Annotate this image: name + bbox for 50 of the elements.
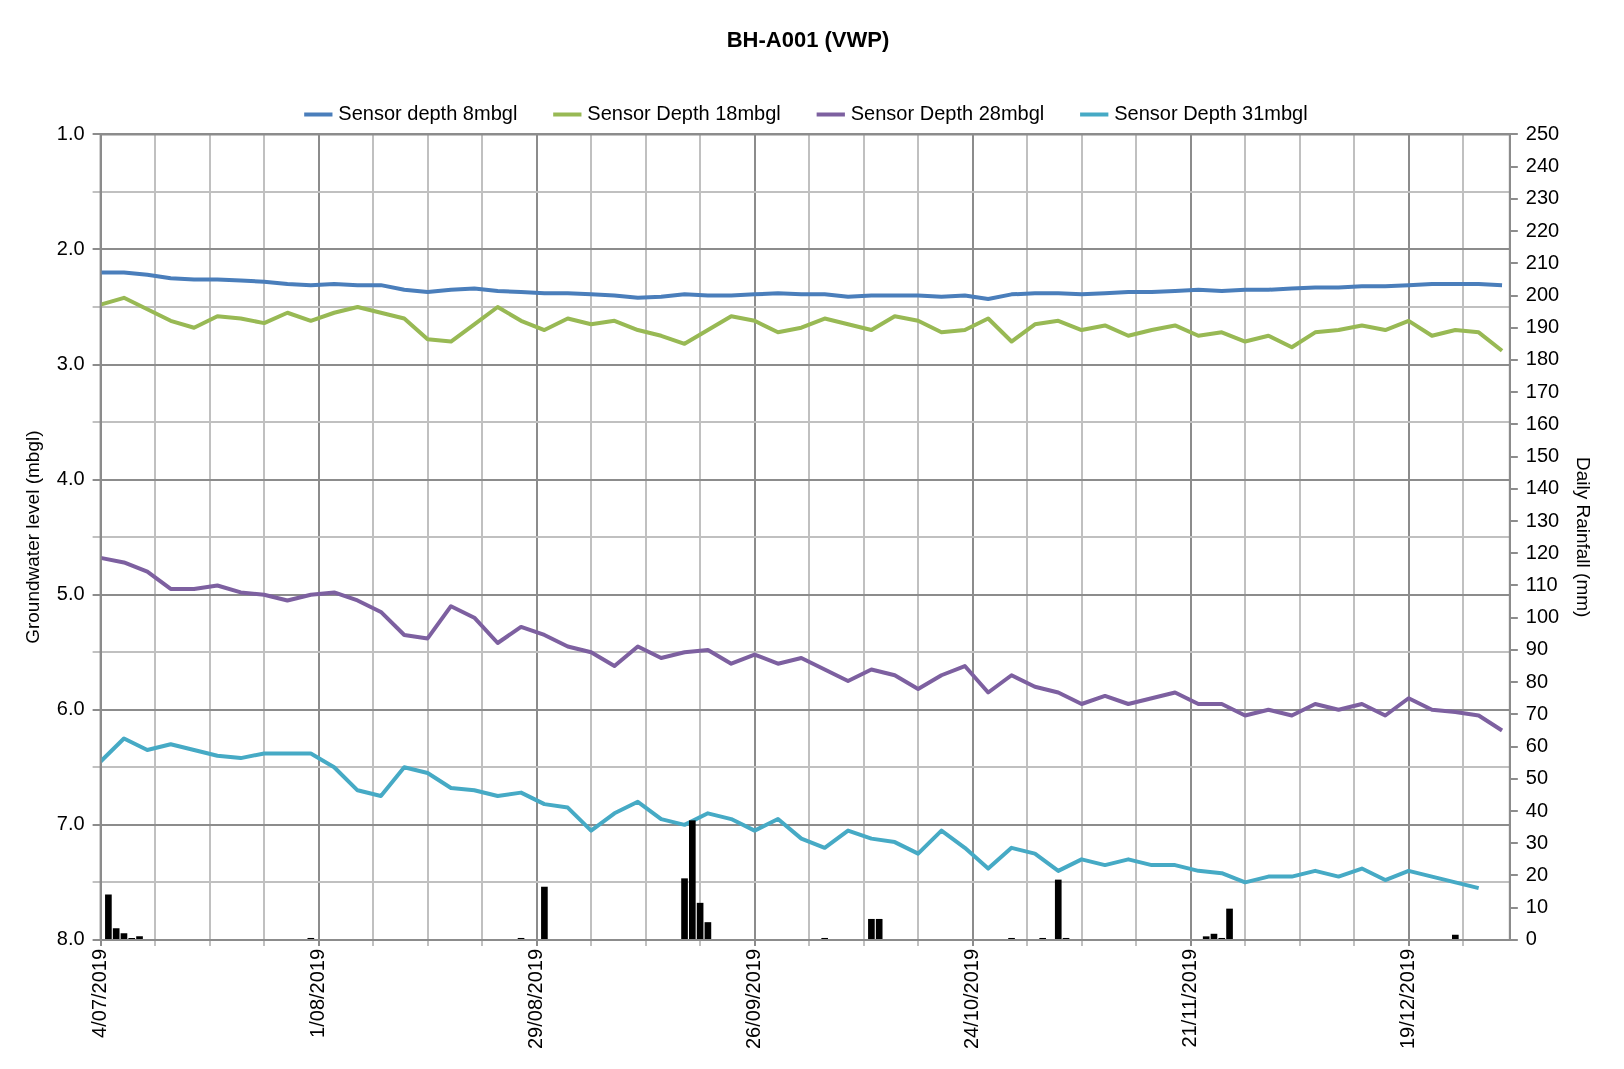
legend-label: Sensor Depth 28mbgl: [850, 101, 1045, 124]
y2-tick-label: 20: [1525, 862, 1549, 885]
x-tick-label: 29/08/2019: [524, 948, 547, 1050]
y-tick-label: 3.0: [56, 352, 85, 375]
y2-tick-label: 240: [1525, 154, 1560, 177]
y2-tick-label: 130: [1525, 508, 1560, 531]
y2-tick-label: 190: [1525, 315, 1560, 338]
legend-label: Sensor Depth 31mbgl: [1114, 101, 1308, 124]
y-tick-label: 2.0: [56, 236, 85, 259]
y-tick-label: 5.0: [56, 582, 85, 605]
y-tick-label: 1.0: [56, 121, 85, 144]
legend-label: Sensor depth 8mbgl: [338, 101, 518, 124]
x-tick-label: 19/12/2019: [1396, 948, 1419, 1050]
y2-tick-label: 160: [1525, 411, 1560, 434]
y-tick-label: 8.0: [56, 927, 85, 950]
x-tick-label: 24/10/2019: [960, 948, 983, 1050]
y2-tick-label: 120: [1525, 540, 1560, 563]
legend-label: Sensor Depth 18mbgl: [587, 101, 781, 124]
y2-tick-label: 30: [1525, 830, 1549, 853]
y2-tick-label: 10: [1525, 895, 1549, 918]
y2-axis-title: Daily Rainfall (mm): [1573, 456, 1595, 618]
y2-tick-label: 80: [1525, 669, 1549, 692]
y2-tick-label: 60: [1525, 734, 1549, 757]
bar: [541, 886, 548, 940]
x-tick-label: 1/08/2019: [306, 948, 329, 1038]
bar: [1452, 934, 1459, 940]
y2-tick-label: 150: [1525, 444, 1560, 467]
y2-tick-label: 40: [1525, 798, 1549, 821]
y2-tick-label: 170: [1525, 379, 1560, 402]
y2-tick-label: 230: [1525, 186, 1560, 209]
y-axis-title: Groundwater level (mbgl): [21, 430, 43, 644]
y2-tick-label: 110: [1525, 573, 1558, 595]
y-tick-label: 6.0: [56, 697, 85, 720]
y2-tick-label: 90: [1525, 637, 1549, 660]
y2-tick-label: 220: [1525, 218, 1560, 241]
y2-tick-label: 70: [1525, 701, 1549, 724]
y2-tick-label: 200: [1525, 283, 1560, 306]
x-tick-label: 26/09/2019: [742, 948, 765, 1050]
y-tick-label: 4.0: [56, 467, 85, 490]
y2-tick-label: 250: [1525, 121, 1560, 144]
y2-tick-label: 0: [1525, 927, 1537, 950]
y2-tick-label: 210: [1525, 250, 1560, 273]
x-tick-label: 4/07/2019: [88, 948, 111, 1038]
y2-tick-label: 140: [1525, 476, 1560, 499]
y2-tick-label: 180: [1525, 347, 1560, 370]
x-tick-label: 21/11/2019: [1178, 948, 1201, 1048]
y2-tick-label: 50: [1525, 766, 1549, 789]
chart-title: BH-A001 (VWP): [726, 27, 890, 53]
y-tick-label: 7.0: [56, 812, 85, 835]
y2-tick-label: 100: [1525, 605, 1560, 628]
